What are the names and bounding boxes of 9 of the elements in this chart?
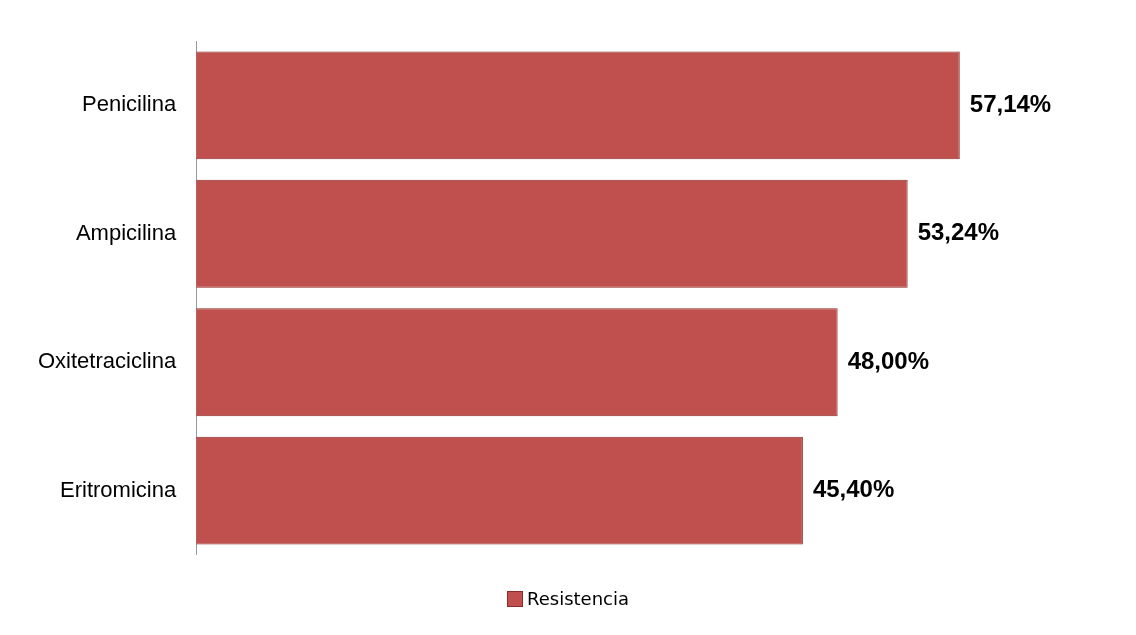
data-label: 45,40% [812, 475, 895, 503]
data-label: 48,00% [847, 346, 930, 374]
text: Resistencia [527, 588, 629, 609]
y-tick-label: Ampicilina [75, 219, 177, 245]
data-label: 53,24% [917, 218, 1000, 246]
y-tick-label: Penicilina [81, 91, 177, 117]
y-tick-label: Oxitetraciclina [38, 348, 177, 374]
y-tick-label: Eritromicina [60, 476, 177, 502]
data-label: 57,14% [969, 90, 1052, 118]
